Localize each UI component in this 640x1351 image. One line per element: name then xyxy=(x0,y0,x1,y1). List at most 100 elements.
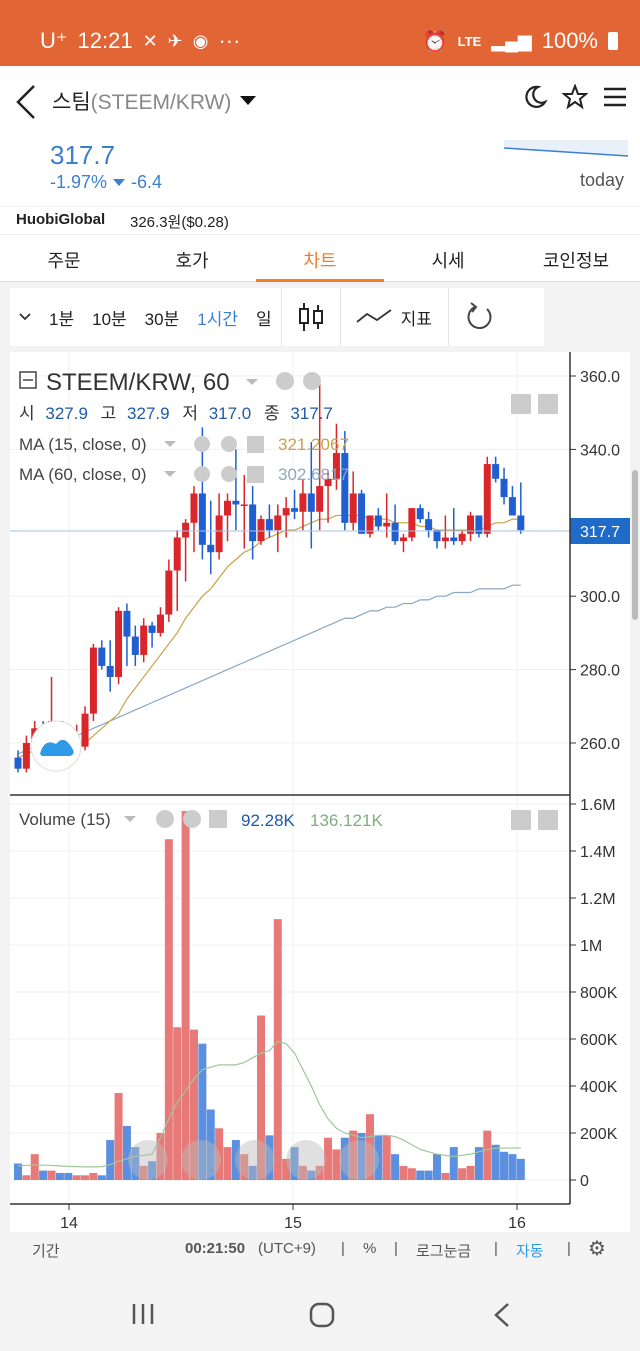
ma60-line xyxy=(17,584,521,755)
y-tick-label: 340.0 xyxy=(580,442,620,459)
candle xyxy=(399,537,407,542)
candle xyxy=(215,515,223,553)
candle xyxy=(467,515,475,534)
chevron-down-icon[interactable] xyxy=(240,96,256,105)
move-down-icon[interactable] xyxy=(538,394,558,414)
timezone[interactable]: (UTC+9) xyxy=(258,1240,316,1257)
tab-market[interactable]: 시세 xyxy=(431,251,465,271)
volume-bar xyxy=(122,1125,131,1180)
volume-bar xyxy=(106,1140,115,1180)
volume-bar xyxy=(407,1168,416,1180)
scroll-right-icon[interactable] xyxy=(339,1140,379,1180)
scrollbar[interactable] xyxy=(632,470,638,620)
candle xyxy=(416,508,424,520)
clock-time: 00:21:50 xyxy=(185,1240,246,1257)
chart-bottom-bar: 기간 00:21:50 (UTC+9) | % | 로그눈금 | 자동 | ⚙ xyxy=(10,1232,630,1266)
candle xyxy=(517,515,525,531)
divider: | xyxy=(567,1240,571,1257)
move-up-icon[interactable] xyxy=(511,810,531,830)
divider xyxy=(280,288,282,346)
candlestick-type-icon[interactable] xyxy=(282,297,340,337)
chevron-down-icon[interactable] xyxy=(10,307,40,327)
volume-bar xyxy=(315,1165,324,1180)
y-tick-label: 260.0 xyxy=(580,736,620,753)
collapse-icon[interactable] xyxy=(19,371,37,389)
back-arrow-icon[interactable] xyxy=(12,82,40,122)
coin-title[interactable]: 스팀(STEEM/KRW) xyxy=(52,86,231,116)
eye-icon[interactable] xyxy=(276,372,294,390)
network-label: LTE xyxy=(457,33,482,49)
volume-bar xyxy=(47,1170,56,1180)
log-scale-toggle[interactable]: 로그눈금 xyxy=(416,1243,472,1260)
tab-chart[interactable]: 차트 xyxy=(256,235,384,282)
candle xyxy=(156,614,164,633)
reset-zoom-icon[interactable] xyxy=(235,1140,275,1180)
volume-bar xyxy=(365,1114,374,1180)
candle xyxy=(173,537,181,571)
tab-coin-info[interactable]: 코인정보 xyxy=(542,251,610,271)
recent-apps-icon[interactable] xyxy=(130,1302,156,1326)
volume-bar xyxy=(55,1172,64,1180)
tab-order[interactable]: 주문 xyxy=(47,251,81,271)
ma15-line xyxy=(17,514,521,759)
favorite-star-icon[interactable] xyxy=(562,84,588,110)
night-mode-icon[interactable] xyxy=(522,84,548,110)
close-icon[interactable] xyxy=(209,810,227,828)
volume-bar xyxy=(273,919,282,1180)
price-chart[interactable]: 360.0 340.0 300.0 280.0 260.0 1.6M 1.4M 1.2M 1M 8… xyxy=(10,352,630,1232)
indicator-button[interactable]: 지표 xyxy=(400,309,432,329)
chevron-down-icon[interactable] xyxy=(246,379,258,385)
candle xyxy=(165,570,173,615)
change-absolute: -6.4 xyxy=(131,172,163,192)
interval-1h[interactable]: 1시간 xyxy=(197,309,238,329)
candle xyxy=(316,486,324,512)
chevron-down-icon[interactable] xyxy=(164,471,176,477)
volume-ma-line xyxy=(17,1040,521,1168)
menu-icon[interactable] xyxy=(602,84,628,110)
interval-1m[interactable]: 1분 xyxy=(49,309,75,329)
scroll-left-icon[interactable] xyxy=(128,1140,168,1180)
eye-icon[interactable] xyxy=(194,466,210,482)
gear-icon[interactable] xyxy=(183,810,201,828)
candle xyxy=(366,515,374,534)
back-icon[interactable] xyxy=(490,1301,514,1329)
chart-area[interactable]: 360.0 340.0 300.0 280.0 260.0 1.6M 1.4M 1.2M 1M 8… xyxy=(10,352,630,1232)
close-icon[interactable] xyxy=(247,436,264,453)
signal-icon: ▂▄▆ xyxy=(491,30,532,51)
gear-icon[interactable] xyxy=(221,436,237,452)
interval-day[interactable]: 일 xyxy=(255,309,272,329)
volume-bar xyxy=(148,1161,157,1180)
volume-bar xyxy=(474,1147,483,1180)
low-value: 317.0 xyxy=(209,404,252,423)
candle xyxy=(14,757,22,769)
eye-icon[interactable] xyxy=(194,436,210,452)
gear-icon[interactable] xyxy=(221,466,237,482)
volume-bar xyxy=(374,1135,383,1180)
gear-icon[interactable]: ⚙ xyxy=(588,1238,606,1260)
home-icon[interactable] xyxy=(308,1301,336,1329)
refresh-icon[interactable] xyxy=(449,297,509,337)
move-up-icon[interactable] xyxy=(511,394,531,414)
volume-bar xyxy=(198,1043,207,1180)
move-down-icon[interactable] xyxy=(538,810,558,830)
zoom-out-icon[interactable] xyxy=(181,1140,221,1180)
candle xyxy=(106,665,114,677)
coin-name: 스팀 xyxy=(52,91,91,114)
chevron-down-icon[interactable] xyxy=(124,816,136,822)
volume-bar xyxy=(189,1029,198,1180)
tab-orderbook[interactable]: 호가 xyxy=(175,251,209,271)
auto-scale-toggle[interactable]: 자동 xyxy=(516,1243,544,1260)
gear-icon[interactable] xyxy=(303,372,321,390)
interval-10m[interactable]: 10분 xyxy=(92,309,127,329)
candle xyxy=(324,478,332,487)
period-button[interactable]: 기간 xyxy=(32,1243,60,1260)
chevron-down-icon[interactable] xyxy=(164,441,176,447)
zoom-in-icon[interactable] xyxy=(286,1140,326,1180)
indicator-icon[interactable] xyxy=(351,302,401,332)
close-icon[interactable] xyxy=(247,466,264,483)
interval-30m[interactable]: 30분 xyxy=(144,309,180,329)
volume-bar xyxy=(508,1154,517,1180)
candle xyxy=(475,515,483,534)
eye-icon[interactable] xyxy=(156,810,174,828)
percent-toggle[interactable]: % xyxy=(363,1240,377,1257)
